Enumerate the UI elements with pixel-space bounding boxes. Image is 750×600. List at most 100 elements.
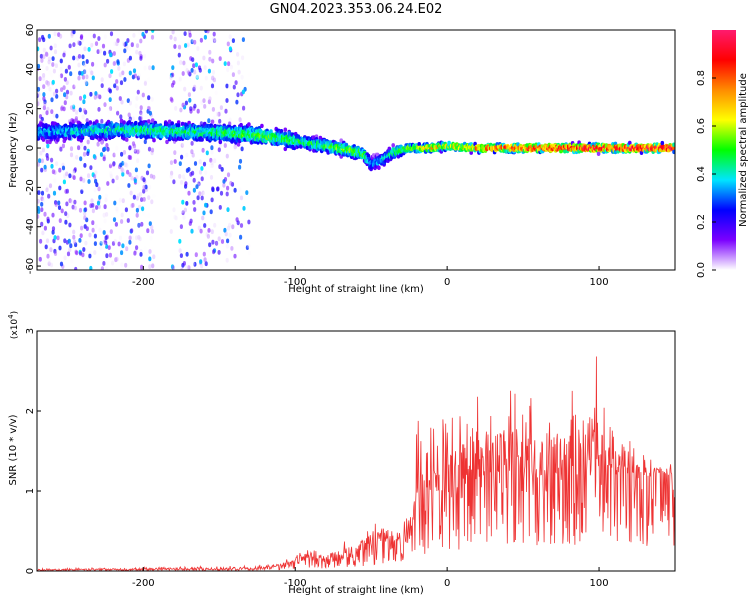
spectrogram-noise-cell — [235, 217, 239, 223]
spectrogram-noise-cell — [61, 165, 66, 171]
spectrogram-noise-cell — [47, 258, 52, 264]
spectrogram-ridge-cell — [122, 120, 126, 125]
spectrogram-noise-cell — [55, 161, 59, 167]
spectrogram-noise-cell — [116, 186, 120, 191]
spectrogram-noise-cell — [109, 171, 113, 177]
spectrogram-noise-cell — [128, 163, 133, 169]
spectrogram-noise-cell — [83, 69, 87, 74]
spectrogram-noise-cell — [89, 265, 93, 270]
spectrogram-noise-cell — [60, 106, 64, 112]
spectrogram-noise-cell — [128, 116, 132, 122]
spectrogram-noise-cell — [233, 187, 237, 193]
spectrogram-noise-cell — [114, 107, 118, 112]
spectrogram-noise-cell — [61, 32, 66, 38]
spectrogram-noise-cell — [62, 179, 66, 185]
spectrogram-noise-cell — [135, 261, 139, 266]
spectrogram-noise-cell — [181, 142, 185, 147]
spectrogram-noise-cell — [135, 49, 139, 55]
spectrogram-noise-cell — [185, 265, 189, 270]
spectrogram-noise-cell — [197, 53, 201, 59]
spectrogram-noise-cell — [48, 69, 52, 75]
spectrogram-noise-cell — [69, 71, 73, 77]
spectrogram-noise-cell — [225, 243, 229, 249]
spectrogram-noise-cell — [199, 85, 203, 91]
spectrogram-noise-cell — [65, 55, 70, 60]
spectrogram-noise-cell — [203, 257, 207, 263]
spectrogram-noise-cell — [181, 71, 185, 76]
spectrogram-noise-cell — [53, 248, 57, 254]
spectrogram-noise-cell — [49, 262, 54, 268]
spectrogram-noise-cell — [228, 232, 232, 238]
spectrogram-noise-cell — [121, 41, 126, 47]
spectrogram-noise-cell — [51, 62, 55, 67]
spectrogram-noise-cell — [72, 55, 76, 61]
spectrogram-noise-cell — [122, 214, 126, 220]
spectrogram-noise-cell — [139, 112, 143, 118]
spectrogram-noise-cell — [86, 151, 90, 157]
spectrogram-noise-cell — [184, 181, 188, 187]
spectrogram-noise-cell — [116, 38, 120, 43]
spectrogram-noise-cell — [91, 220, 95, 226]
spectrogram-noise-cell — [177, 44, 182, 50]
spectrogram-noise-cell — [69, 198, 73, 204]
spectrogram-noise-cell — [238, 164, 242, 170]
spectrogram-noise-cell — [205, 232, 209, 237]
spectrogram-noise-cell — [192, 187, 196, 193]
spectrogram-noise-cell — [111, 260, 115, 266]
spectrogram-noise-cell — [115, 256, 119, 262]
spectrogram-noise-cell — [128, 55, 132, 61]
spectrogram-noise-cell — [47, 33, 51, 39]
spectrogram-noise-cell — [219, 105, 223, 110]
spectrogram-noise-cell — [117, 201, 121, 206]
spectrogram-noise-cell — [225, 257, 229, 263]
spectrogram-noise-cell — [148, 65, 152, 71]
spectrogram-ridge-cell — [672, 142, 675, 147]
spectrogram-noise-cell — [173, 214, 177, 220]
spectrogram-noise-cell — [207, 99, 211, 105]
spectrogram-noise-cell — [151, 30, 155, 33]
spectrogram-ridge-cell — [170, 121, 174, 126]
spectrogram-noise-cell — [136, 89, 140, 95]
spectrogram-noise-cell — [223, 61, 227, 66]
spectrogram-noise-cell — [73, 205, 77, 211]
spectrogram-noise-cell — [222, 182, 226, 188]
spectrogram-noise-cell — [226, 207, 230, 213]
spectrogram-ridge-cell — [672, 149, 675, 155]
spectrogram-noise-cell — [120, 151, 124, 157]
spectrogram-noise-cell — [123, 42, 127, 47]
spectrogram-noise-cell — [78, 95, 83, 101]
spectrogram-noise-cell — [187, 167, 191, 172]
spectrogram-noise-cell — [118, 235, 123, 241]
spectrogram-noise-cell — [184, 100, 188, 106]
spectrogram-cells — [37, 30, 675, 270]
spectrogram-noise-cell — [46, 143, 50, 149]
spectrogram-noise-cell — [217, 250, 221, 255]
spectrogram-noise-cell — [140, 264, 144, 270]
spectrogram-noise-cell — [85, 59, 89, 64]
spectrogram-noise-cell — [200, 195, 204, 201]
spectrogram-noise-cell — [90, 34, 94, 39]
spectrogram-noise-cell — [45, 66, 49, 71]
spectrogram-noise-cell — [108, 163, 113, 169]
spectrogram-noise-cell — [204, 170, 208, 175]
spectrogram-noise-cell — [112, 51, 116, 56]
spectrogram-noise-cell — [182, 261, 186, 266]
spectrogram-noise-cell — [108, 106, 113, 111]
spectrogram-noise-cell — [54, 63, 59, 69]
spectrogram-noise-cell — [193, 261, 197, 267]
spectrogram-noise-cell — [211, 186, 215, 192]
spectrogram-ridge-cell — [283, 127, 288, 132]
spectrogram-noise-cell — [150, 225, 154, 230]
spectrogram-noise-cell — [209, 209, 213, 215]
spectrogram-noise-cell — [174, 215, 178, 221]
spectrogram-noise-cell — [124, 207, 128, 213]
snr-x-ticks: -200 -100 0 100 — [132, 567, 609, 589]
spectrogram-noise-cell — [147, 213, 151, 218]
spectrogram-noise-cell — [57, 151, 61, 157]
spectrogram-noise-cell — [90, 53, 94, 59]
spectrogram-noise-cell — [147, 106, 151, 112]
spectrogram-noise-cell — [204, 202, 208, 208]
spectrogram-noise-cell — [200, 263, 204, 269]
spectrogram-noise-cell — [112, 79, 116, 85]
spectrogram-noise-cell — [247, 72, 251, 78]
